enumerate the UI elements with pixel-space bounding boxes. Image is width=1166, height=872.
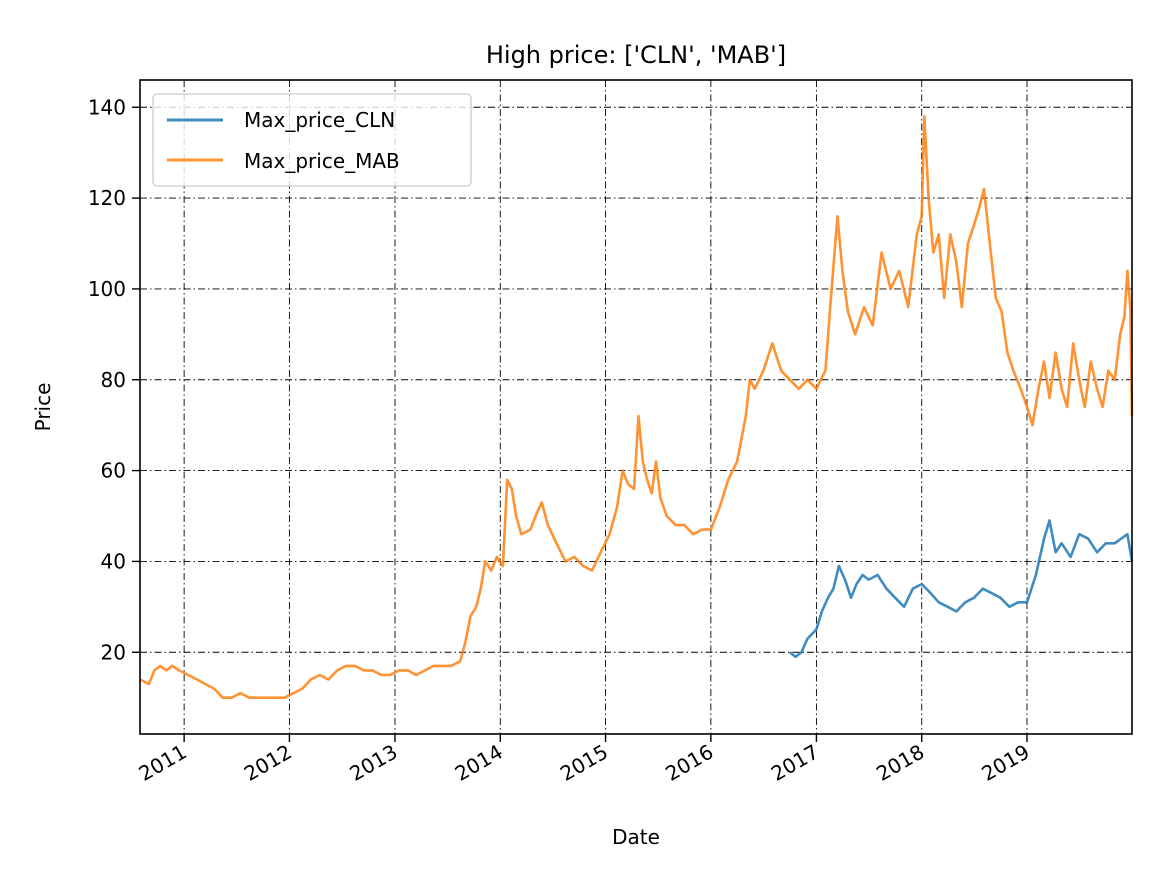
y-tick-label: 40 (101, 549, 126, 573)
series-line-max-price-cln (789, 519, 1134, 659)
series-line-max-price-mab (139, 115, 1134, 700)
y-tick-label: 60 (101, 459, 126, 483)
legend-label-mab: Max_price_MAB (244, 149, 400, 173)
legend-box (152, 93, 472, 187)
y-tick-label: 100 (88, 277, 126, 301)
chart-title: High price: ['CLN', 'MAB'] (486, 41, 786, 69)
plot-frame (139, 79, 1133, 735)
y-tick-label: 20 (101, 640, 126, 664)
y-tick-label: 120 (88, 186, 126, 210)
series-lines (139, 115, 1134, 700)
y-axis-title: Price (31, 383, 55, 432)
legend: Max_price_CLN Max_price_MAB (152, 93, 472, 187)
legend-label-cln: Max_price_CLN (244, 108, 395, 132)
x-axis-title: Date (612, 825, 660, 849)
y-tick-label: 140 (88, 95, 126, 119)
y-tick-label: 80 (101, 368, 126, 392)
y-axis: 20 40 60 80 100 120 140 (88, 95, 140, 664)
